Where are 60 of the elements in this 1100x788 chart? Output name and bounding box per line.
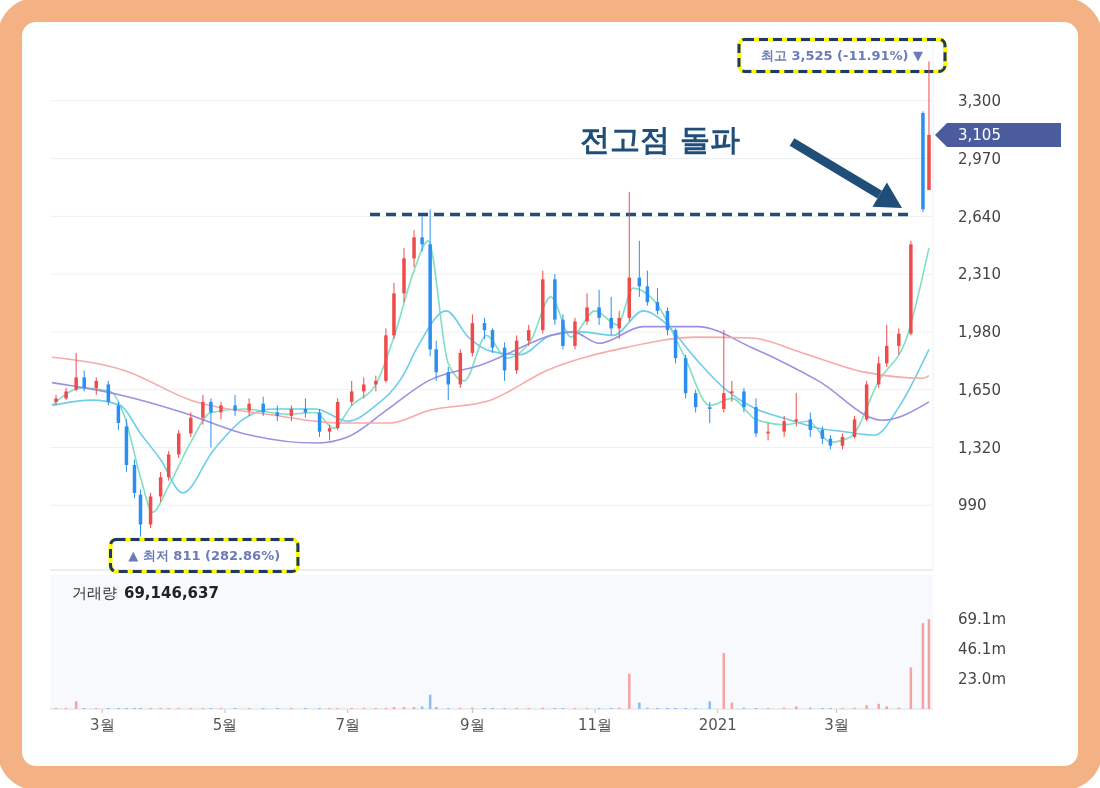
x-tick-label: 7월 (335, 716, 360, 734)
text: 3,105 (958, 126, 1001, 145)
y-tick-label: 990 (958, 496, 987, 515)
candlestick (261, 396, 265, 417)
candlestick (74, 352, 78, 392)
y-tick-label: 1,650 (958, 380, 1001, 399)
x-tick-label: 5월 (212, 716, 238, 734)
candlestick (597, 289, 601, 326)
y-tick-label: 2,640 (958, 207, 1001, 226)
bar (885, 706, 888, 709)
x-tick-label: 3월 (824, 716, 849, 734)
line-series (51, 310, 930, 494)
y-tick-label: 2,310 (958, 265, 1001, 284)
candlestick (609, 296, 613, 336)
candlestick (782, 415, 786, 438)
candlestick (617, 310, 621, 340)
bar (865, 705, 868, 709)
candlestick (794, 392, 798, 427)
text: 거래량 (72, 584, 117, 602)
annotation: 최고 3,525 (-11.91%) ▼ (760, 47, 924, 63)
candlestick (209, 397, 213, 448)
bar (628, 673, 631, 709)
candlestick (317, 408, 322, 438)
candlestick (707, 401, 712, 424)
annotation: 전고점 돌파 (580, 122, 741, 157)
candlestick (233, 394, 237, 417)
candlestick (420, 215, 424, 252)
bar (638, 702, 641, 709)
y-tick-label: 46.1m (958, 640, 1007, 659)
y-tick-label: 69.1m (958, 610, 1007, 629)
bar (708, 701, 711, 709)
y-tick-label: 3,300 (958, 92, 1001, 111)
candlestick (247, 397, 251, 417)
x-tick-label: 2021 (698, 716, 737, 734)
candlestick (82, 369, 86, 392)
line-series (51, 325, 930, 444)
candlestick (722, 329, 726, 413)
candlestick (434, 340, 438, 382)
candlestick (585, 292, 589, 326)
annotation: ▲ 최저 811 (282.86%) (128, 548, 281, 564)
candlestick (219, 401, 223, 420)
candlestick (730, 380, 734, 403)
candlestick (54, 394, 58, 406)
candlestick (742, 387, 746, 413)
x-tick-label: 3월 (90, 716, 115, 734)
candlestick (189, 411, 193, 438)
candlestick (362, 376, 366, 399)
candlestick (201, 394, 205, 426)
line-series (51, 336, 930, 424)
y-tick-label: 2,970 (958, 149, 1001, 168)
x-tick-label: 11월 (578, 716, 613, 734)
line-series (51, 240, 930, 514)
candlestick (897, 327, 901, 356)
annotation: 69,146,637 (124, 584, 219, 602)
candlestick (412, 229, 416, 268)
y-tick-label: 23.0m (958, 670, 1007, 689)
x-tick-label: 9월 (460, 716, 485, 734)
bar (877, 703, 880, 709)
y-tick-label: 1,980 (958, 323, 1001, 342)
y-tick-label: 1,320 (958, 438, 1001, 457)
